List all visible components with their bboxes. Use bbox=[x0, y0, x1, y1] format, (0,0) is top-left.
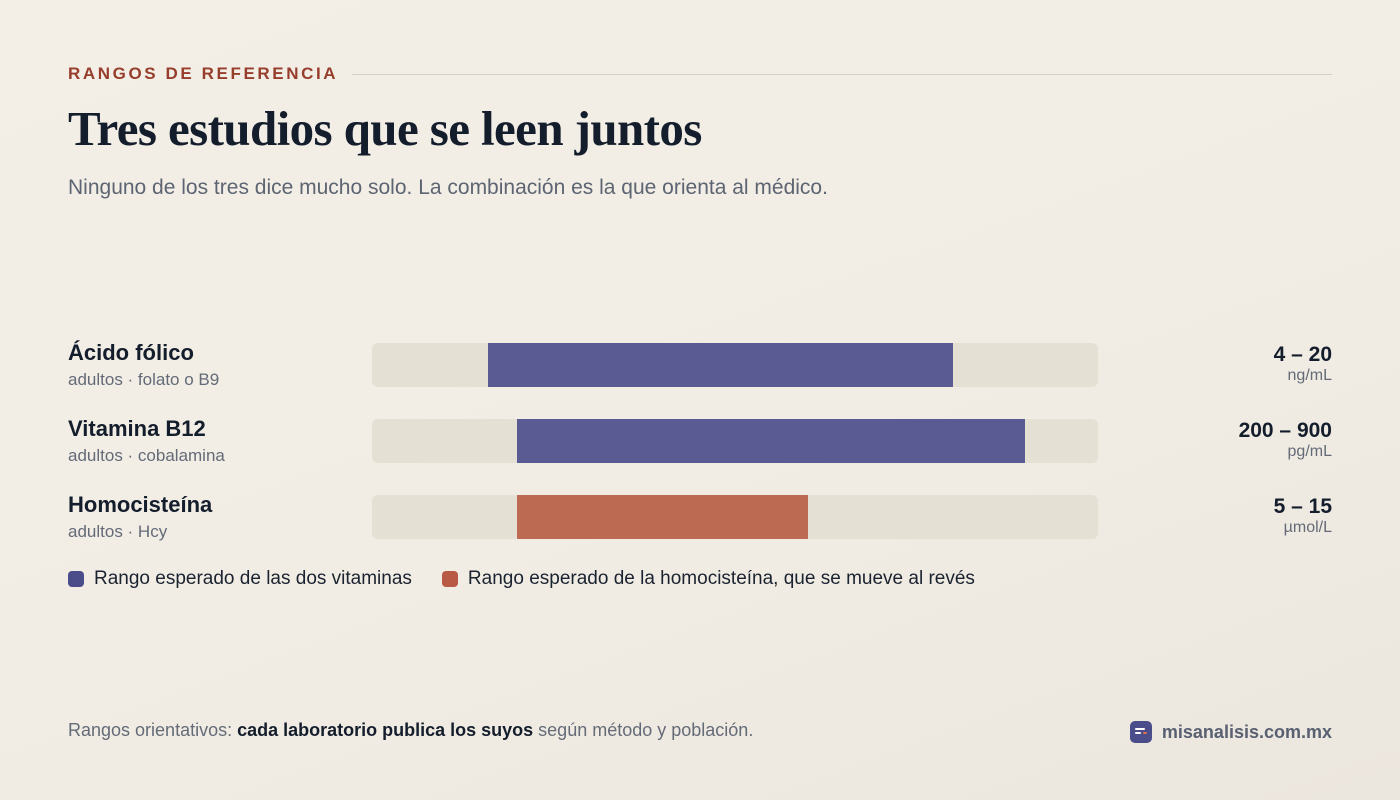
eyebrow-row: RANGOS DE REFERENCIA bbox=[68, 62, 1332, 86]
row-sublabel: adultos · cobalamina bbox=[68, 446, 225, 465]
range-bar-homocisteina bbox=[517, 495, 808, 539]
brand-name: misanalisis.com.mx bbox=[1161, 721, 1332, 742]
chart-row-acido-folico: Ácido fólico adultos · folato o B9 4 – 2… bbox=[68, 340, 1332, 400]
range-track bbox=[372, 419, 1098, 463]
brand: misanalisis.com.mx bbox=[1129, 721, 1332, 743]
row-label: Ácido fólico bbox=[68, 340, 194, 365]
eyebrow: RANGOS DE REFERENCIA bbox=[68, 64, 339, 83]
chart-legend: Rango esperado de las dos vitaminas Rang… bbox=[68, 568, 1005, 590]
legend-swatch bbox=[68, 571, 84, 587]
range-unit: ng/mL bbox=[1287, 367, 1332, 384]
row-label: Vitamina B12 bbox=[68, 416, 206, 441]
range-track bbox=[372, 343, 1098, 387]
legend-label: Rango esperado de las dos vitaminas bbox=[94, 568, 412, 589]
footnote-emphasis: cada laboratorio publica los suyos bbox=[237, 720, 534, 740]
chart-card: RANGOS DE REFERENCIA Tres estudios que s… bbox=[68, 0, 1332, 800]
range-value: 200 – 900 bbox=[1238, 419, 1332, 442]
footnote: Rangos orientativos: cada laboratorio pu… bbox=[68, 720, 753, 741]
legend-swatch bbox=[441, 571, 458, 587]
range-value: 4 – 20 bbox=[1273, 343, 1332, 366]
chart-row-homocisteina: Homocisteína adultos · Hcy 5 – 15 µmol/L bbox=[68, 492, 1332, 552]
range-unit: pg/mL bbox=[1287, 443, 1332, 460]
footnote-prefix: Rangos orientativos: bbox=[68, 720, 238, 740]
chart-row-vitamina-b12: Vitamina B12 adultos · cobalamina 200 – … bbox=[68, 416, 1332, 476]
chart-subtitle: Ninguno de los tres dice mucho solo. La … bbox=[68, 176, 828, 199]
range-bar-acido-folico bbox=[488, 343, 953, 387]
range-bar-vitamina-b12 bbox=[517, 419, 1026, 463]
row-label: Homocisteína bbox=[68, 492, 213, 517]
range-unit: µmol/L bbox=[1283, 519, 1332, 536]
row-sublabel: adultos · Hcy bbox=[68, 522, 168, 541]
legend-label: Rango esperado de la homocisteína, que s… bbox=[467, 568, 975, 589]
range-value: 5 – 15 bbox=[1273, 495, 1332, 518]
eyebrow-divider bbox=[352, 73, 1332, 75]
range-track bbox=[372, 495, 1098, 539]
legend-item-homocisteina: Rango esperado de la homocisteína, que s… bbox=[441, 568, 975, 590]
chart-title: Tres estudios que se leen juntos bbox=[68, 101, 702, 156]
legend-item-vitaminas: Rango esperado de las dos vitaminas bbox=[68, 568, 412, 590]
brand-logo-icon bbox=[1129, 721, 1152, 743]
row-sublabel: adultos · folato o B9 bbox=[68, 370, 220, 389]
footnote-suffix: según método y población. bbox=[533, 720, 754, 740]
